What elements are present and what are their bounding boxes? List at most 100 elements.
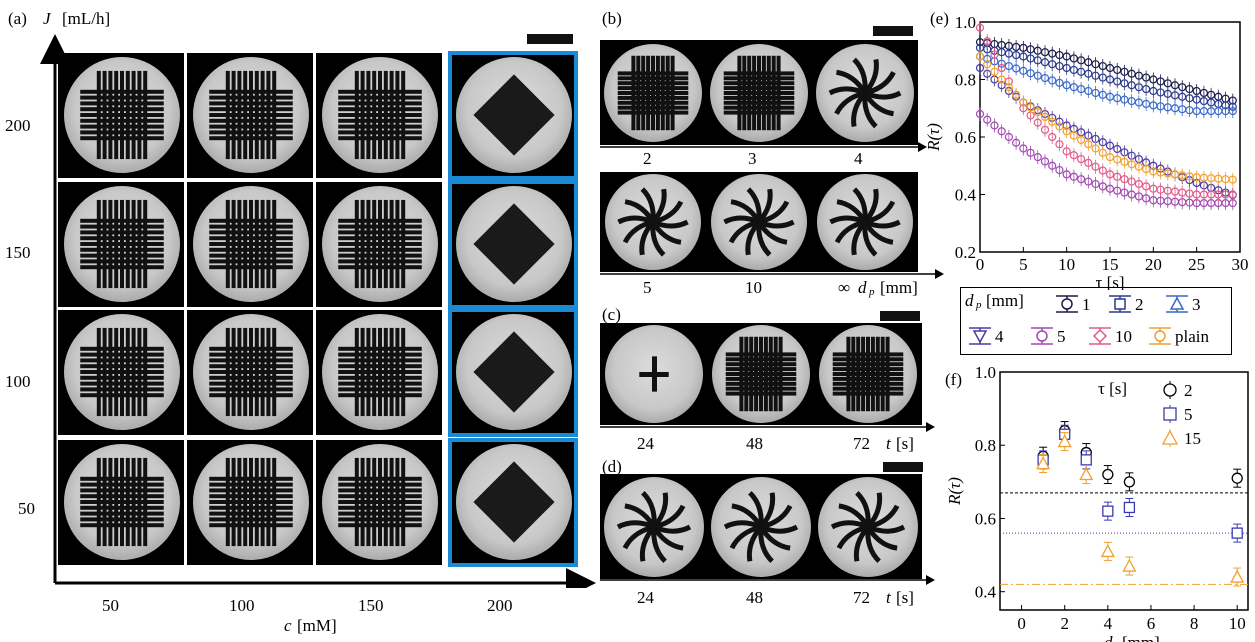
series-tau-2 <box>1000 421 1248 494</box>
petri-dish <box>819 325 918 423</box>
legend-f: τ [s] 2 5 15 <box>1098 379 1201 448</box>
panel-d-label: (d) <box>602 457 622 476</box>
x-tick-label: 6 <box>1147 614 1156 633</box>
legend-e-markers: 1 2 3 4 5 10 plain <box>969 295 1209 346</box>
photo-c200-j200 <box>448 51 578 180</box>
data-point <box>1123 501 1136 514</box>
petri-dish <box>64 444 180 560</box>
petri-dish <box>322 314 438 430</box>
col-label-50: 50 <box>102 596 119 615</box>
petri-dish <box>193 314 309 430</box>
panel-b-label: (b) <box>602 9 622 28</box>
photo-c50-j200 <box>58 53 184 178</box>
petri-dish <box>322 57 438 173</box>
panel-c-axis <box>600 422 935 432</box>
petri-dish <box>322 444 438 560</box>
y-tick-label: 0.4 <box>975 583 997 602</box>
petri-dish <box>603 476 704 577</box>
legend-marker-2 <box>1114 298 1126 310</box>
data-point <box>1057 434 1072 448</box>
photo-c100-j100 <box>187 310 313 435</box>
series-plain <box>975 49 1237 187</box>
petri-dish <box>64 57 180 173</box>
scale-bar-a <box>527 34 573 44</box>
x-tick-label: 5 <box>1019 255 1028 274</box>
panel-b-bottom-axis <box>600 269 944 279</box>
c-axis-var: t <box>886 434 891 453</box>
panel-d-strip <box>600 474 922 579</box>
legend-marker-5 <box>1163 407 1177 421</box>
d-axis-var: t <box>886 588 891 607</box>
legend-marker-4 <box>972 330 988 344</box>
photo-c100-j200 <box>187 53 313 178</box>
petri-dish <box>816 43 914 142</box>
x-tick-label: 8 <box>1190 614 1199 633</box>
photo-c150-j150 <box>316 182 442 307</box>
chart-f-frame <box>999 371 1249 611</box>
d-label-72: 72 <box>853 588 870 607</box>
y-tick-label: 0.2 <box>955 243 976 262</box>
panel-a-x-var: c <box>284 616 292 635</box>
d-axis-unit: [s] <box>896 588 914 607</box>
data-point <box>1080 454 1092 466</box>
photo-c200-j100 <box>448 308 578 437</box>
b-label-inf: ∞ <box>838 278 851 297</box>
data-point <box>1102 468 1114 481</box>
legend-marker-plain <box>1154 330 1166 342</box>
data-point <box>1122 558 1137 572</box>
legend-label-5: 5 <box>1184 405 1193 424</box>
legend-e-title-unit: [mm] <box>986 291 1024 310</box>
photo-c150-j200 <box>316 53 442 178</box>
petri-dish <box>64 314 180 430</box>
petri-dish <box>818 476 919 577</box>
x-tick-label: 0 <box>1017 614 1026 633</box>
legend-f-title: τ [s] <box>1098 379 1127 398</box>
b-label-2: 2 <box>643 149 652 168</box>
petri-dish <box>604 325 703 423</box>
photo-c50-j50 <box>58 440 184 565</box>
data-point <box>1231 472 1243 484</box>
legend-marker-3 <box>1169 296 1185 310</box>
scale-bar-b <box>873 26 913 36</box>
petri-dish <box>193 186 309 302</box>
data-point <box>1230 569 1245 583</box>
data-point <box>1100 544 1115 558</box>
chart-e: 0 5 10 15 20 25 30 0.2 0.4 0.6 0.8 1.0 R(τ) τ [s] <box>925 13 1249 290</box>
y-tick-label: 0.6 <box>975 509 996 528</box>
legend-label-1: 1 <box>1082 295 1091 314</box>
y-tick-label: 1.0 <box>975 363 996 382</box>
col-label-100: 100 <box>229 596 255 615</box>
petri-dish <box>193 444 309 560</box>
b-label-3: 3 <box>748 149 757 168</box>
photo-c150-j100 <box>316 310 442 435</box>
legend-marker-2 <box>1163 383 1177 397</box>
d-label-48: 48 <box>746 588 763 607</box>
legend-e: d p [mm] 1 2 3 4 5 10 plain <box>960 287 1232 355</box>
data-point <box>1079 467 1094 481</box>
legend-e-title-var: d <box>965 291 974 310</box>
y-tick-label: 0.8 <box>975 436 996 455</box>
b-axis-var: d <box>858 278 867 297</box>
chart-e-ylabel: R(τ) <box>925 123 943 152</box>
c-axis-unit: [s] <box>896 434 914 453</box>
petri-dish <box>710 43 808 142</box>
panel-a-x-unit: [mM] <box>297 616 337 635</box>
y-tick-label: 1.0 <box>955 13 976 32</box>
panel-a-y-unit: [mL/h] <box>62 9 111 28</box>
panel-c-strip <box>600 323 922 425</box>
petri-dish <box>711 174 807 270</box>
x-tick-label: 4 <box>1104 614 1113 633</box>
panel-a-label: (a) <box>8 9 27 28</box>
col-label-150: 150 <box>358 596 384 615</box>
legend-marker-5 <box>1036 330 1048 342</box>
panel-d-axis <box>600 575 935 585</box>
petri-dish <box>456 444 572 560</box>
legend-label-4: 4 <box>995 327 1004 346</box>
data-point <box>1036 456 1051 470</box>
photo-c150-j50 <box>316 440 442 565</box>
chart-f: 0 2 4 6 8 10 0.4 0.6 0.8 1.0 R(τ) dp[mm] τ [s] 2 5 15 <box>945 363 1249 642</box>
x-tick-label: 0 <box>976 255 985 274</box>
y-tick-label: 0.8 <box>955 71 976 90</box>
petri-dish <box>712 325 810 423</box>
legend-label-15: 15 <box>1184 429 1201 448</box>
